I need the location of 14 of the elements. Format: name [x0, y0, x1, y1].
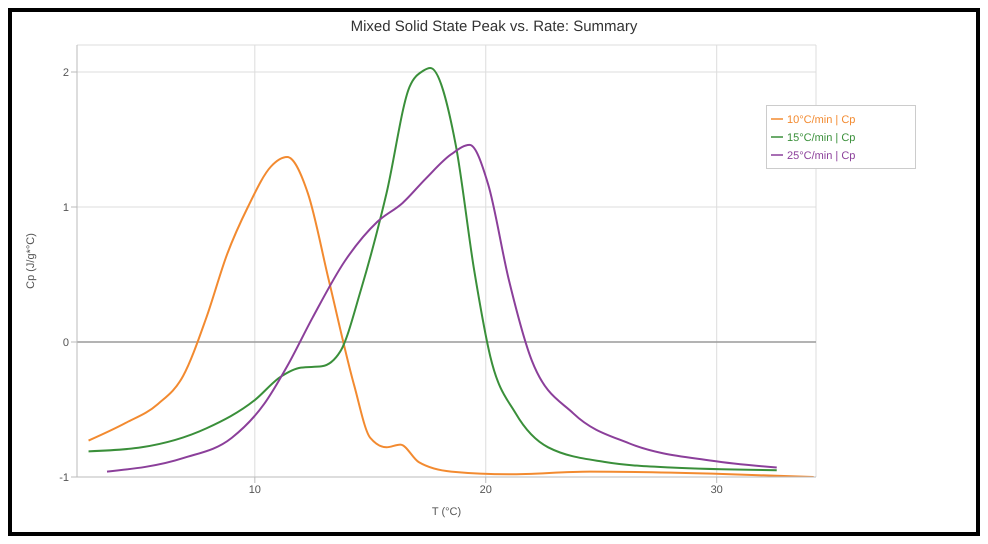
line-series [88, 66, 778, 472]
y-tick-label: 1 [62, 202, 69, 214]
legend-label: 10°C/min | Cp [787, 114, 856, 126]
legend-label: 15°C/min | Cp [787, 132, 856, 144]
x-tick-label: 30 [710, 484, 723, 496]
y-tick-label: 2 [62, 66, 69, 79]
x-tick-label: 20 [480, 484, 492, 496]
y-tick-label: 0 [62, 336, 69, 349]
chart-title: Mixed Solid State Peak vs. Rate: Summary [350, 17, 638, 35]
x-tick-label: 10 [248, 484, 261, 496]
y-axis-title: Cp (J/g*°C) [24, 233, 37, 289]
x-axis-title: T (°C) [432, 506, 462, 518]
y-tick-label: -1 [59, 472, 69, 484]
legend-label: 25°C/min | Cp [787, 150, 856, 162]
